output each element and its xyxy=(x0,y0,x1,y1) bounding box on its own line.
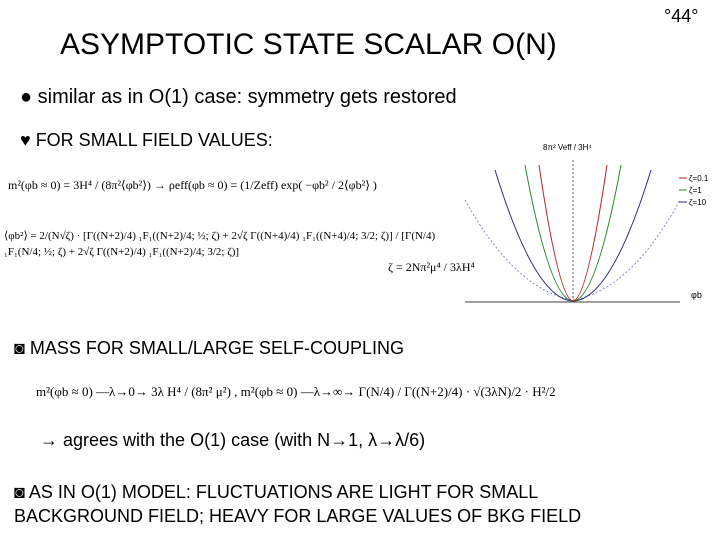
legend: ζ=0.1 ζ=1 ζ=10 xyxy=(679,174,709,207)
legend-label: ζ=0.1 xyxy=(689,174,709,183)
formula: ζ = 2Nπ²μ⁴ / 3λH⁴ xyxy=(388,260,475,274)
bullet: → agrees with the O(1) case (with N→1, λ… xyxy=(40,430,426,450)
curve xyxy=(464,199,681,301)
bullet: ● similar as in O(1) case: symmetry gets… xyxy=(20,86,457,108)
bullet: BACKGROUND FIELD; HEAVY FOR LARGE VALUES… xyxy=(14,506,582,526)
bullet: ◙ MASS FOR SMALL/LARGE SELF-COUPLING xyxy=(14,338,404,358)
formula: ⟨φb²⟩ = 2/(N√ζ) · [Γ((N+2)/4) ₁F₁((N+2)/… xyxy=(4,230,436,258)
curve xyxy=(538,164,608,302)
x-label: φb xyxy=(691,290,702,300)
y-label: 8π² Veff / 3H⁴ xyxy=(543,143,592,152)
bullet: ◙ AS IN O(1) MODEL: FLUCTUATIONS ARE LIG… xyxy=(14,482,539,502)
legend-label: ζ=10 xyxy=(689,198,707,207)
bullet: ♥ FOR SMALL FIELD VALUES: xyxy=(20,130,273,150)
legend-label: ζ=1 xyxy=(689,186,702,195)
title: ASYMPTOTIC STATE SCALAR O(N) xyxy=(60,28,557,61)
plot: 8π² Veff / 3H⁴ φb ζ=0.1 ζ=1 ζ=10 xyxy=(464,143,709,303)
page-number: °44° xyxy=(664,6,699,26)
formula: m²(φb ≈ 0) = 3H⁴ / (8π²⟨φb²⟩) → ρeff(φb … xyxy=(8,178,377,192)
formula: m²(φb ≈ 0) —λ→0→ 3λ H⁴ / (8π² μ²) , m²(φ… xyxy=(36,384,556,399)
